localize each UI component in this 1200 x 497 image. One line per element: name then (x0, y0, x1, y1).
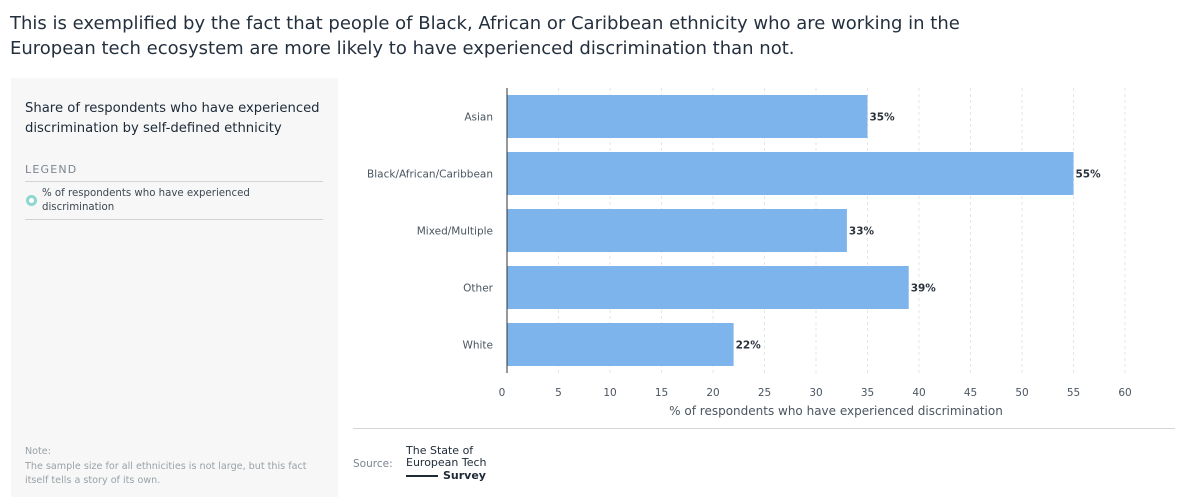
x-tick-label: 0 (499, 387, 506, 399)
bar-chart: Asian 35% Black/African/Caribbean 55% Mixed/… (345, 82, 1185, 420)
value-label: 39% (911, 283, 937, 295)
survey-logo[interactable]: The State of European Tech Survey (406, 445, 506, 482)
legend-dot-icon (26, 195, 37, 206)
category-label: Other (463, 283, 493, 295)
x-tick-label: 40 (912, 387, 925, 399)
value-label: 22% (736, 340, 762, 352)
source-label: Source: (353, 458, 393, 470)
chart-info-panel: Share of respondents who have experience… (11, 78, 338, 497)
x-tick-label: 55 (1067, 387, 1080, 399)
legend-divider (25, 219, 323, 220)
value-label: 33% (849, 226, 875, 238)
chart-title: Share of respondents who have experience… (25, 101, 320, 136)
x-tick-label: 15 (655, 387, 668, 399)
logo-line-3: Survey (443, 469, 486, 482)
category-label: White (462, 340, 493, 352)
x-tick-label: 30 (809, 387, 822, 399)
bar (507, 209, 847, 252)
legend-item[interactable]: % of respondents who have experienced di… (25, 187, 323, 219)
bar (507, 95, 868, 138)
x-tick-label: 50 (1015, 387, 1028, 399)
x-axis-title: % of respondents who have experienced di… (669, 404, 1003, 418)
category-label: Black/African/Caribbean (367, 169, 493, 181)
bar-chart-svg: Asian 35% Black/African/Caribbean 55% Mixed/… (367, 88, 1132, 418)
note-text: The sample size for all ethnicities is n… (25, 461, 307, 486)
bar (507, 152, 1074, 195)
value-label: 55% (1076, 169, 1102, 181)
headline: This is exemplified by the fact that peo… (10, 13, 960, 59)
legend-divider (25, 181, 323, 182)
bar (507, 266, 909, 309)
x-tick-label: 25 (758, 387, 771, 399)
note-label: Note: (25, 446, 51, 457)
logo-line-1: The State of (406, 444, 474, 457)
x-tick-label: 20 (706, 387, 719, 399)
x-tick-label: 35 (861, 387, 874, 399)
x-tick-label: 60 (1118, 387, 1131, 399)
legend-item-label: % of respondents who have experienced di… (42, 188, 250, 213)
logo-line-2: European Tech (406, 456, 487, 469)
legend-heading: LEGEND (25, 163, 78, 176)
logo-dash-icon (406, 475, 438, 477)
category-label: Mixed/Multiple (417, 226, 493, 238)
x-tick-label: 10 (603, 387, 616, 399)
x-tick-label: 45 (964, 387, 977, 399)
category-label: Asian (464, 112, 493, 124)
bar (507, 323, 734, 366)
value-label: 35% (870, 112, 896, 124)
x-tick-label: 5 (555, 387, 562, 399)
footer-divider (353, 428, 1175, 429)
